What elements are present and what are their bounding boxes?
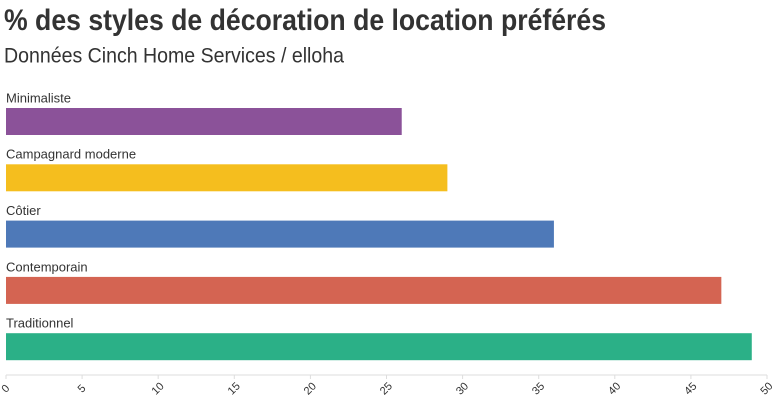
category-label: Côtier: [6, 203, 41, 218]
category-label: Contemporain: [6, 259, 88, 274]
x-tick-label: 15: [226, 380, 243, 397]
x-tick-label: 35: [530, 380, 547, 397]
bar: [6, 164, 448, 192]
x-tick-label: 20: [302, 380, 319, 397]
bar: [6, 333, 752, 361]
bar: [6, 108, 402, 135]
bar: [6, 220, 554, 248]
x-tick-label: 5: [76, 383, 89, 396]
category-label: Minimaliste: [6, 90, 71, 105]
x-tick-label: 45: [682, 380, 699, 397]
chart-subtitle: Données Cinch Home Services / elloha: [4, 45, 344, 68]
x-tick-label: 0: [0, 383, 12, 396]
bar: [6, 276, 722, 304]
x-tick-label: 50: [758, 380, 775, 397]
chart-title: % des styles de décoration de location p…: [4, 4, 606, 37]
category-label: Traditionnel: [6, 316, 74, 331]
x-tick-label: 40: [606, 380, 623, 397]
category-label: Campagnard moderne: [6, 147, 136, 162]
x-tick-label: 30: [454, 380, 471, 397]
x-tick-label: 10: [150, 380, 167, 397]
x-tick-label: 25: [378, 380, 395, 397]
